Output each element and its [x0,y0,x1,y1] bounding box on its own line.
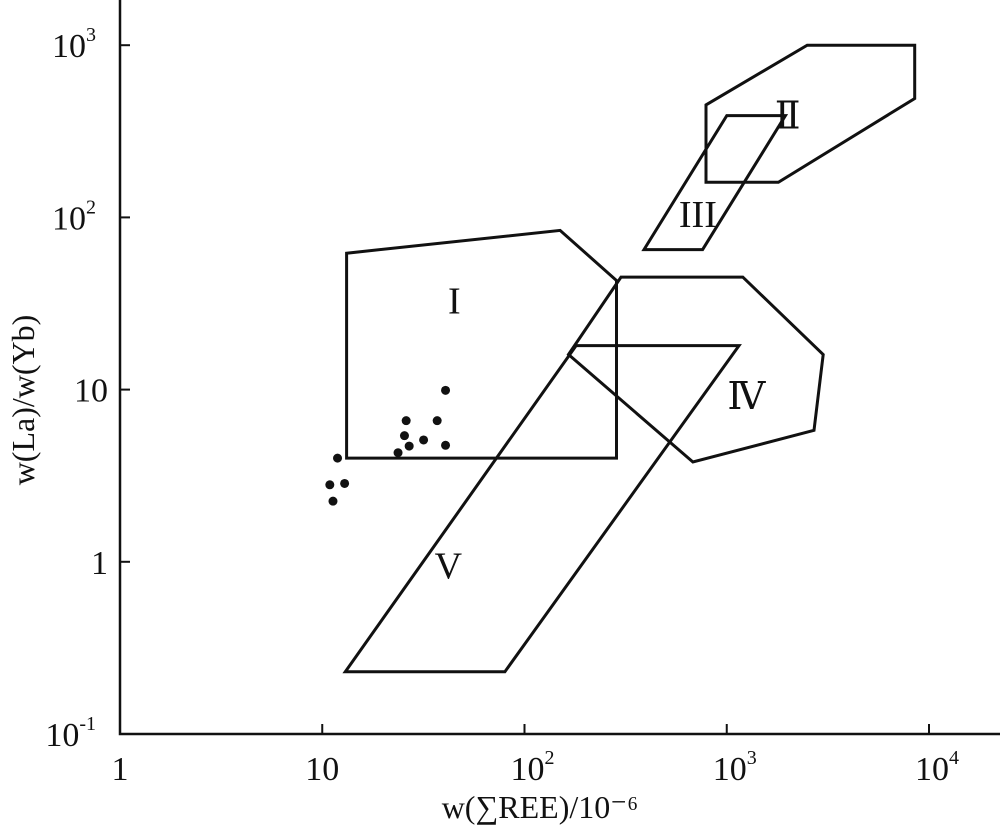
region-label-iii: III [679,194,717,236]
data-point [432,416,442,426]
x-tick-label: 104 [915,747,959,788]
data-point [401,416,411,426]
x-tick-label: 102 [511,747,555,788]
region-iii [641,114,789,252]
region-ii [704,43,917,184]
x-tick-label: 103 [713,747,757,788]
x-axis-title: w(∑REE)/10⁻⁶ [442,789,639,825]
y-tick-label: 102 [52,196,96,237]
data-point [419,435,429,445]
y-axis-title: w(La)/w(Yb) [5,315,41,486]
data-point [325,480,335,490]
x-axis-ticks: 1 10 102 103 104 [112,724,959,788]
axes: 1 10 102 103 104 10-1 1 10 102 103 [45,0,1000,788]
region-label-iv: Ⅳ [727,376,766,418]
data-point [393,448,403,458]
data-point [340,478,350,488]
region-label-ii: Ⅱ [775,96,801,138]
x-tick-label: 10 [305,751,339,788]
region-i [345,228,618,460]
y-tick-label: 1 [91,545,108,582]
y-tick-label: 10 [74,373,108,410]
y-tick-label: 103 [52,24,96,65]
region-v [342,344,742,674]
data-point [404,441,414,451]
region-iv [566,275,825,464]
y-tick-label: 10-1 [45,713,96,754]
data-points [325,385,451,506]
data-point [328,496,338,506]
y-axis-ticks: 10-1 1 10 102 103 [45,24,130,754]
region-polygons [342,43,917,674]
data-point [441,440,451,450]
region-labels: I Ⅱ III Ⅳ V [435,96,801,588]
region-label-v: V [435,546,463,588]
x-tick-label: 1 [112,751,129,788]
region-label-i: I [448,280,461,322]
data-point [333,453,343,463]
data-point [399,431,409,441]
data-point [441,385,451,395]
